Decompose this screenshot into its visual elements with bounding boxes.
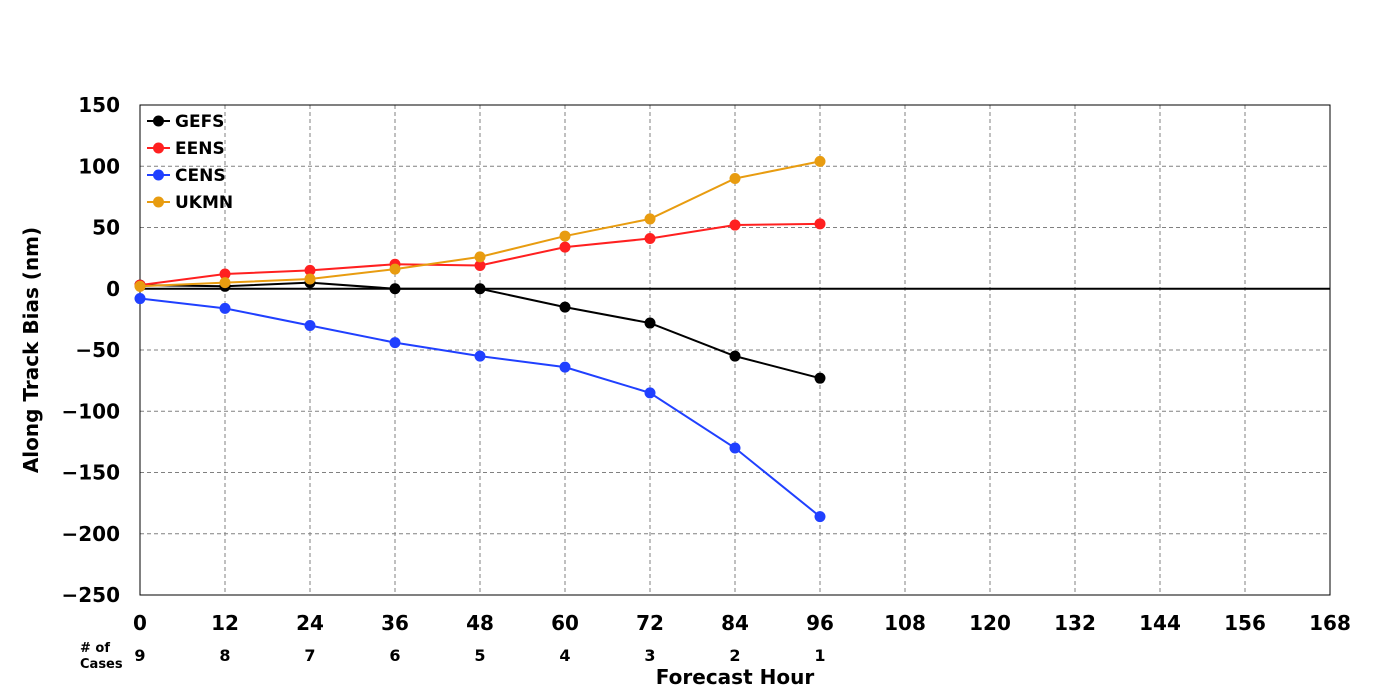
y-tick-label: −200 [61,522,120,546]
legend-item-eens: EENS [147,139,225,159]
data-point [814,511,826,523]
data-point [644,213,656,225]
data-point [644,317,656,329]
data-point [389,337,401,349]
data-point [474,259,486,271]
data-point [729,219,741,231]
case-count: 1 [814,646,825,665]
data-point [304,273,316,285]
legend-marker [153,169,164,181]
y-tick-label: −150 [61,461,120,485]
cases-row: # of Cases 9 8 7 6 5 4 3 2 1 [80,641,826,672]
x-tick-label: 168 [1309,611,1351,635]
data-point [474,251,486,263]
data-point [219,302,231,314]
x-tick-label: 48 [466,611,494,635]
data-point [304,320,316,331]
y-axis-title: Along Track Bias (nm) [19,227,43,473]
x-axis-title: Forecast Hour [656,665,815,689]
case-count: 9 [134,646,145,665]
data-point [729,173,741,184]
legend-item-ukmn: UKMN [147,193,233,213]
legend-label: EENS [175,139,225,159]
data-point [389,283,401,295]
data-point [814,218,826,230]
x-tick-label: 12 [211,611,239,635]
x-tick-label: 24 [296,611,324,635]
data-point [644,233,656,245]
y-tick-label: −250 [61,583,120,607]
x-tick-label: 132 [1054,611,1096,635]
data-point [729,442,741,454]
legend-marker [153,142,164,154]
y-tick-label: 100 [78,154,120,178]
data-point [389,263,401,275]
data-point [729,350,741,362]
cases-label-line2: Cases [80,657,123,672]
series-eens [134,218,826,291]
cases-label-line1: # of [80,641,110,656]
data-point [219,277,231,289]
case-count: 3 [644,646,655,665]
legend-item-gefs: GEFS [147,112,224,132]
x-tick-label: 144 [1139,611,1181,635]
series-ukmn [134,155,826,292]
data-point [814,155,826,167]
data-point [474,283,486,295]
x-tick-label: 84 [721,611,749,635]
case-count: 5 [474,646,485,665]
data-point [644,387,656,399]
y-tick-label: 0 [106,277,120,301]
legend-item-cens: CENS [147,166,226,186]
x-tick-label: 120 [969,611,1011,635]
data-point [219,268,231,280]
data-point [559,361,571,373]
data-point [559,241,571,253]
x-tick-label: 156 [1224,611,1266,635]
data-point [134,280,146,292]
data-point [474,350,486,362]
case-count: 6 [389,646,400,665]
data-point [304,264,316,276]
data-point [134,293,146,305]
y-tick-label: −100 [61,399,120,423]
case-count: 2 [729,646,740,665]
x-tick-label: 36 [381,611,409,635]
legend-marker [153,196,164,208]
x-tick-label: 96 [806,611,834,635]
legend-label: CENS [175,166,226,186]
legend-marker [153,115,164,127]
x-tick-label: 0 [133,611,147,635]
x-tick-labels: 0 12 24 36 48 60 72 84 96 108 120 132 144 156 168 [133,611,1351,635]
legend-label: UKMN [175,193,233,213]
data-point [559,301,571,313]
y-tick-label: 150 [78,93,120,117]
series-cens [134,293,826,523]
plot-frame [139,104,1331,596]
series-layer [134,155,826,523]
y-tick-label: −50 [75,338,120,362]
case-count: 7 [304,646,315,665]
x-tick-label: 72 [636,611,664,635]
case-count: 4 [559,646,570,665]
legend-label: GEFS [175,112,224,132]
x-tick-label: 60 [551,611,579,635]
data-point [559,230,571,242]
case-count: 8 [219,646,230,665]
x-tick-label: 108 [884,611,926,635]
data-point [814,372,826,384]
legend: GEFS EENS CENS UKMN [147,112,233,213]
y-tick-labels: 150 100 50 0 −50 −100 −150 −200 −250 [61,93,120,607]
y-tick-label: 50 [92,216,120,240]
